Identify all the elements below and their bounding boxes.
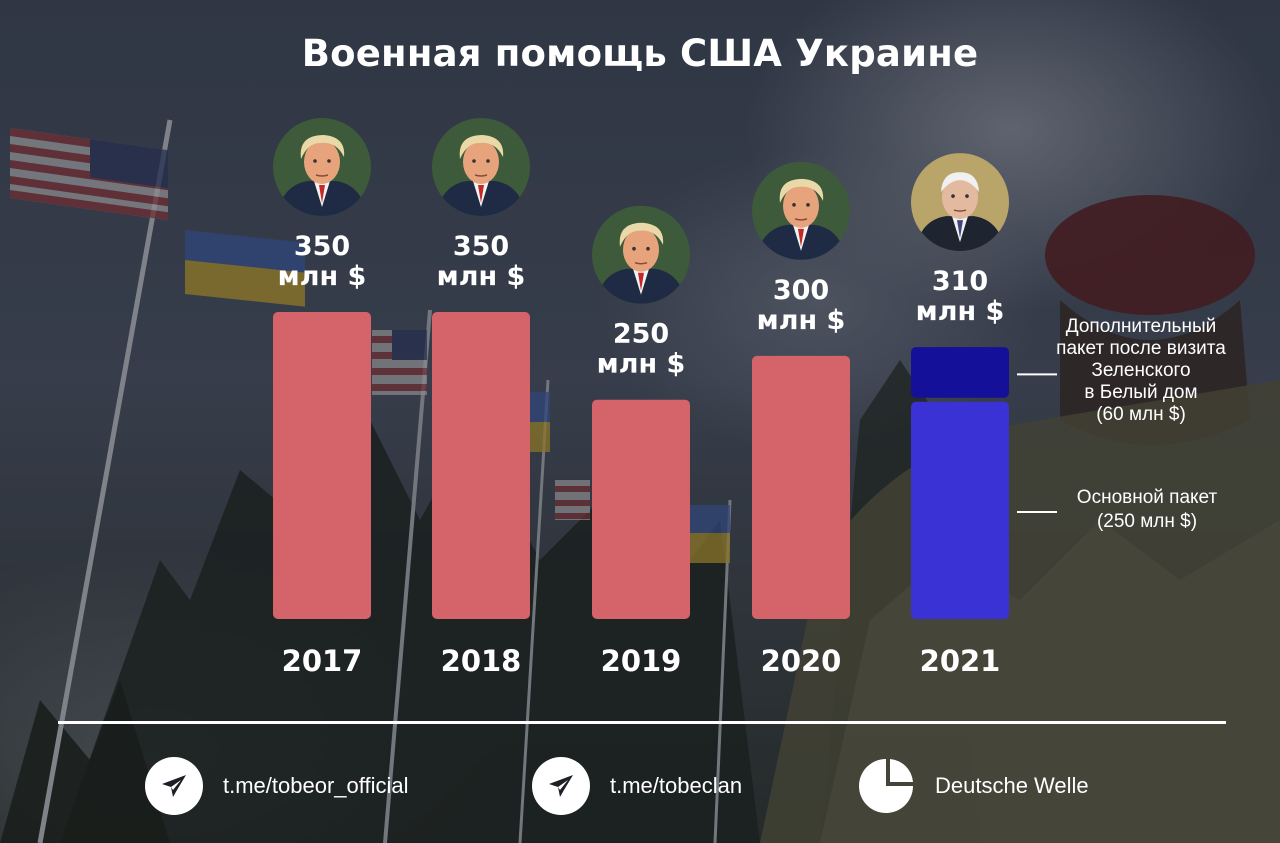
footer-link-tobeclan[interactable]: t.me/tobeclan	[532, 757, 742, 815]
bar-2020	[752, 355, 850, 619]
year-labels-layer: 2017 2018 2019 2020 2021	[282, 644, 1001, 678]
year-label-2019: 2019	[601, 644, 682, 678]
telegram-icon	[532, 757, 590, 815]
trump-portrait	[752, 161, 850, 260]
bar-2017	[273, 312, 371, 619]
annotation-additional-line: в Белый дом	[1084, 382, 1197, 403]
page-title: Военная помощь США Украине	[301, 32, 979, 75]
portraits-layer	[273, 118, 1009, 304]
footer-link-tobeor-official[interactable]: t.me/tobeor_official	[145, 757, 408, 815]
annotation-additional-line: пакет после визита	[1056, 338, 1226, 359]
bars-layer	[273, 312, 1009, 619]
biden-portrait	[911, 153, 1009, 252]
value-label-2020: 300	[773, 275, 829, 306]
value-label-2021: 310	[932, 266, 988, 297]
value-label-2019: 250	[613, 319, 669, 350]
value-unit-2017: млн $	[278, 261, 367, 292]
footer-divider	[58, 721, 1226, 724]
value-unit-2019: млн $	[597, 349, 686, 380]
year-label-2018: 2018	[441, 644, 522, 678]
annotation-main-line: (250 млн $)	[1097, 511, 1197, 532]
trump-portrait	[592, 205, 690, 304]
value-label-2017: 350	[294, 231, 350, 262]
trump-portrait	[432, 118, 530, 216]
trump-portrait	[273, 118, 371, 216]
footer-link-text: t.me/tobeclan	[610, 773, 743, 798]
year-label-2017: 2017	[282, 644, 363, 678]
bar-2018	[432, 312, 530, 619]
bar-2019	[592, 399, 690, 619]
annotation-additional-line: Зеленского	[1091, 360, 1190, 381]
bar-2021-main	[911, 401, 1009, 619]
annotation-main-line: Основной пакет	[1077, 487, 1218, 508]
value-unit-2021: млн $	[916, 296, 1005, 327]
footer-link-text: t.me/tobeor_official	[223, 773, 409, 798]
footer-source-text: Deutsche Welle	[935, 773, 1089, 798]
telegram-icon	[145, 757, 203, 815]
year-label-2021: 2021	[920, 644, 1001, 678]
value-label-2018: 350	[453, 231, 509, 262]
value-unit-2018: млн $	[437, 261, 526, 292]
bar-2021-additional	[911, 347, 1009, 398]
footer-source-deutsche-welle: Deutsche Welle	[857, 757, 1089, 815]
year-label-2020: 2020	[761, 644, 842, 678]
value-unit-2020: млн $	[757, 305, 846, 336]
pie-chart-icon	[857, 757, 915, 815]
annotation-additional-line: (60 млн $)	[1096, 404, 1186, 425]
annotation-additional-line: Дополнительный	[1066, 316, 1216, 337]
